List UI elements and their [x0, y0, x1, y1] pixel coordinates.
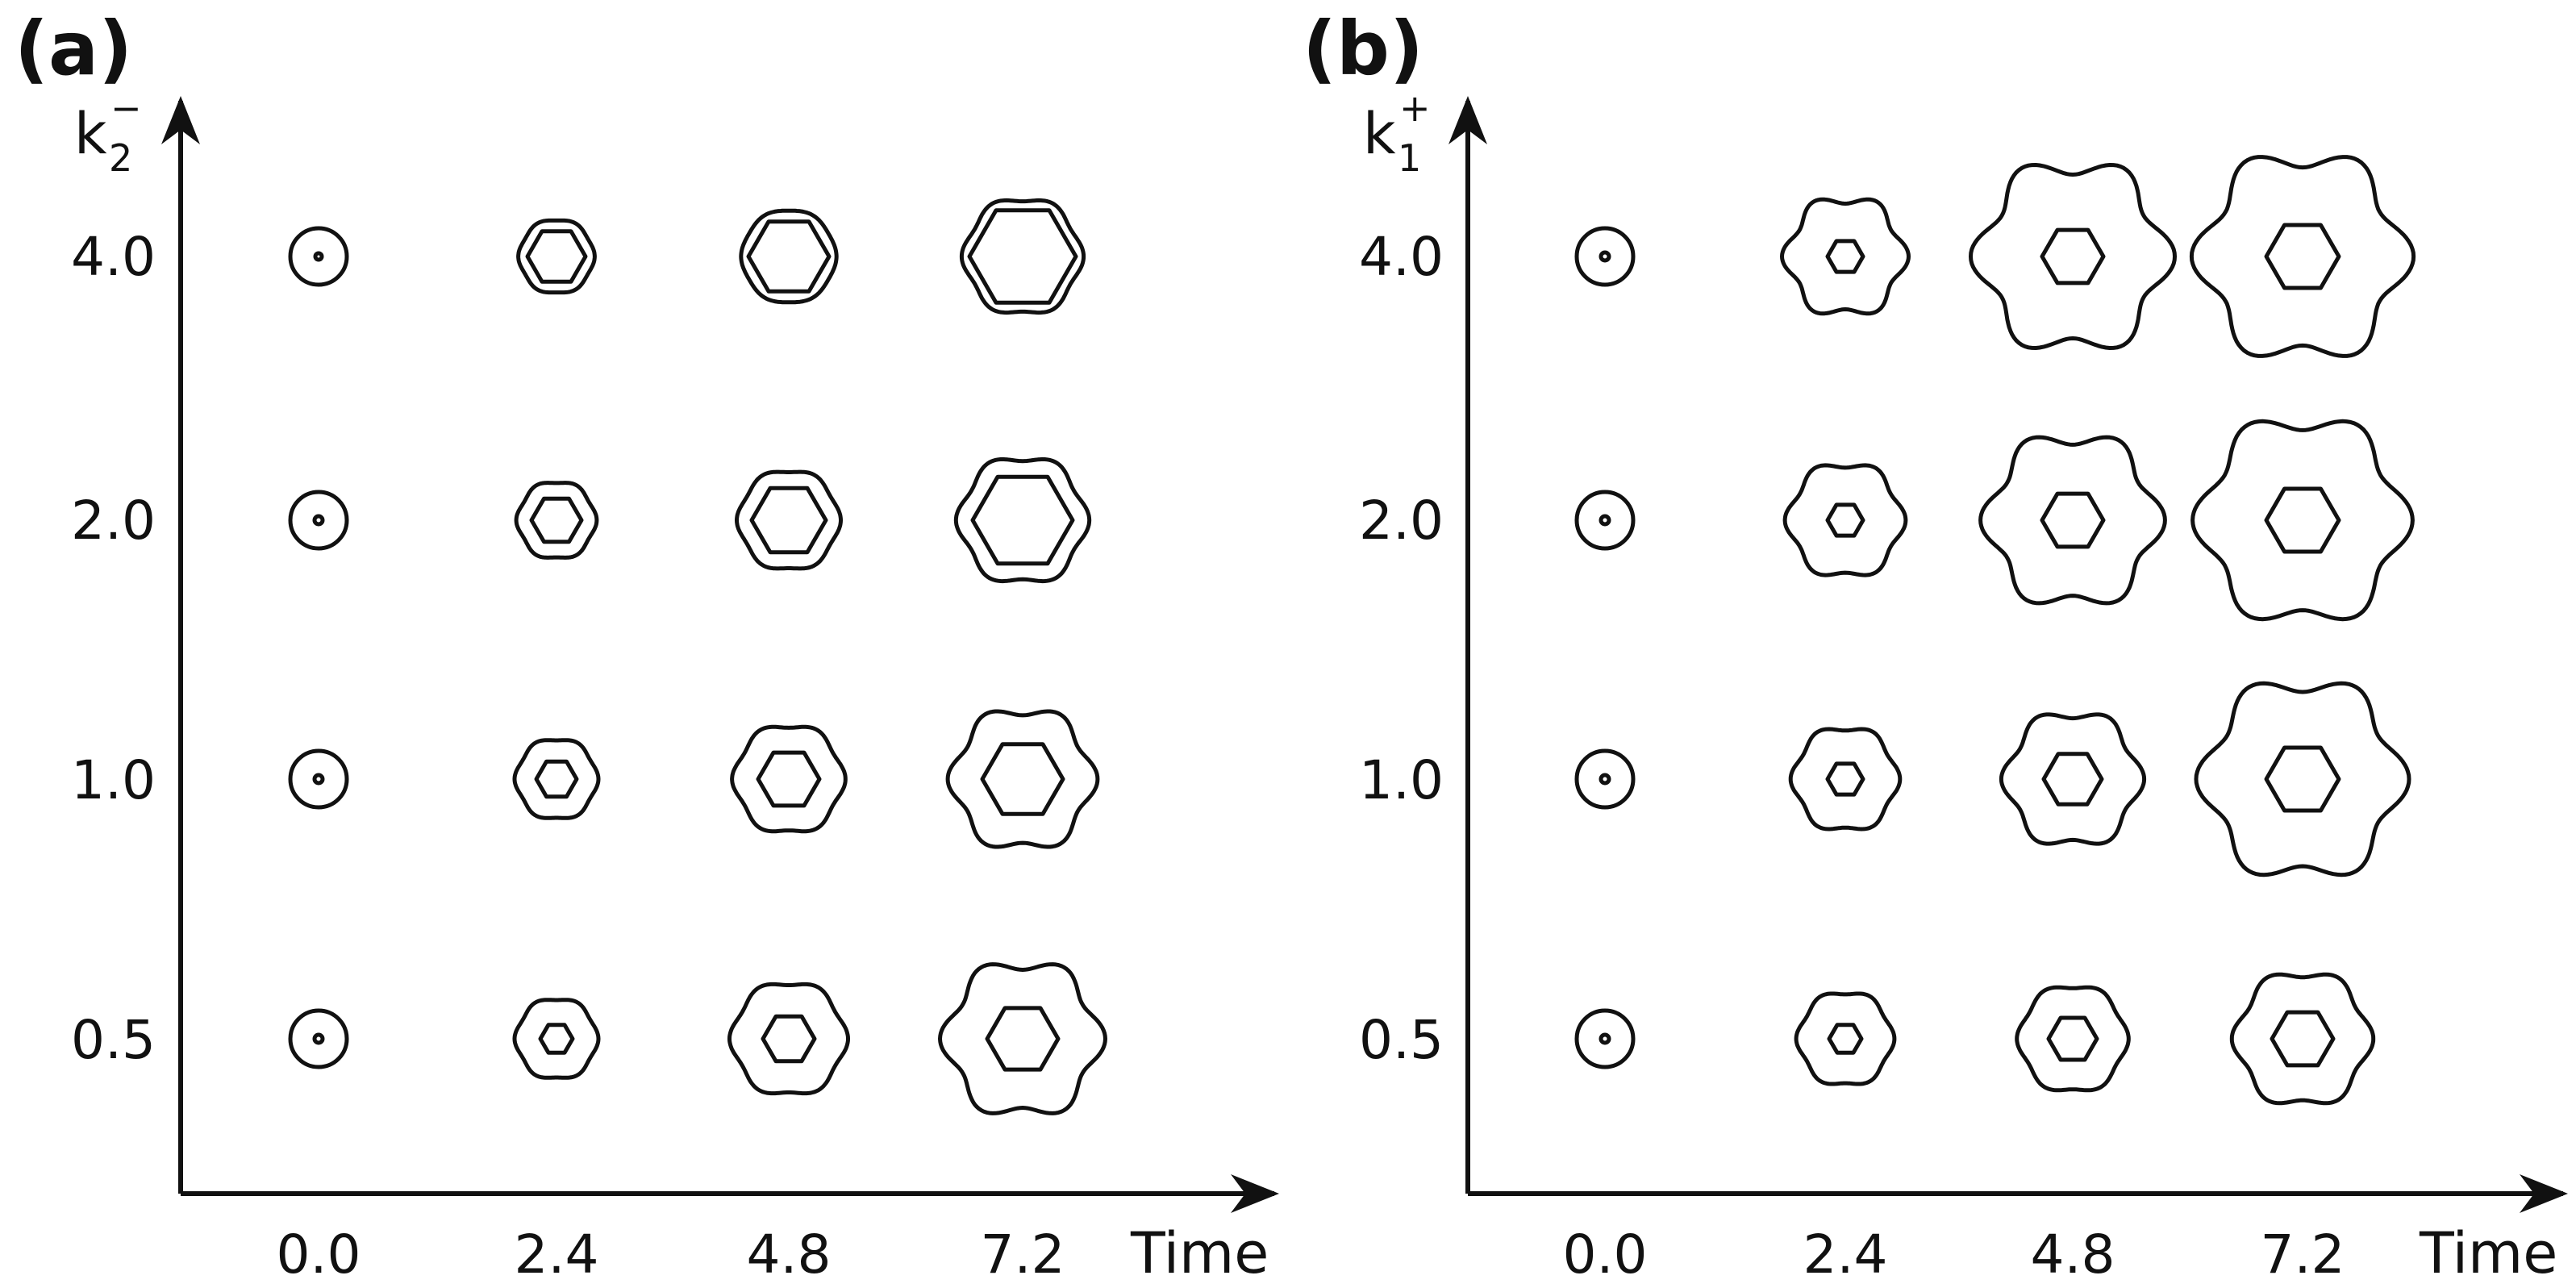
panel-a-time-tick: 4.8 — [747, 1223, 832, 1286]
panel-a-outer-contour — [288, 1008, 349, 1069]
panel-a-contours — [288, 198, 1107, 1115]
panel-a-outer-contour — [730, 724, 848, 834]
panel-a-time-tick: 7.2 — [981, 1223, 1065, 1286]
panel-b-inner-contour — [1825, 502, 1865, 538]
panel-a-inner-contour — [746, 219, 832, 294]
panel-a-inner-contour — [980, 742, 1065, 816]
panel-a-y-axis-symbol: k — [74, 101, 107, 167]
panel-b-inner-contour — [1825, 239, 1865, 274]
panel-a-param-tick: 1.0 — [71, 749, 156, 811]
panel-b-outer-contour — [2015, 985, 2131, 1093]
panel-a-inner-contour — [312, 773, 325, 786]
panel-b-inner-contour — [1825, 761, 1865, 797]
panel-a-time-tick: 2.4 — [515, 1223, 599, 1286]
panel-a-inner-contour — [967, 208, 1078, 305]
panel-b-x-axis-label: Time — [2419, 1220, 2557, 1286]
panel-a-inner-contour — [312, 514, 325, 527]
panel-a-outer-contour — [959, 198, 1086, 315]
panel-a-outer-contour — [288, 490, 349, 551]
panel-b-inner-contour — [1599, 250, 1611, 263]
panel-b-outer-contour — [1574, 748, 1636, 810]
panel-b-outer-contour — [2189, 155, 2416, 358]
panel-b-outer-contour — [1574, 1008, 1636, 1069]
panel-a-inner-contour — [529, 496, 584, 544]
panel-b-inner-contour — [1599, 773, 1611, 786]
panel-b-label: (b) — [1303, 6, 1423, 92]
panel-a-time-tick: 0.0 — [277, 1223, 361, 1286]
panel-b: (b) k 1 + Time 0.0 2.4 4.8 7.2 4.0 2.0 1… — [1303, 6, 2568, 1286]
panel-a-param-tick: 0.5 — [71, 1009, 156, 1071]
panel-a: (a) k 2 − Time 0.0 2.4 4.8 7.2 4.0 2.0 1… — [15, 6, 1279, 1286]
panel-a-x-axis-label: Time — [1130, 1220, 1269, 1286]
panel-b-param-tick: 0.5 — [1359, 1009, 1444, 1071]
panel-a-inner-contour — [756, 750, 822, 808]
panel-b-inner-contour — [2264, 745, 2341, 813]
panel-a-inner-contour — [970, 474, 1075, 566]
panel-b-y-axis-symbol: k — [1363, 101, 1396, 167]
panel-a-outer-contour — [512, 738, 601, 820]
panel-a-outer-contour — [938, 962, 1107, 1115]
panel-a-inner-contour — [985, 1006, 1061, 1072]
panel-a-inner-contour — [534, 759, 579, 799]
panel-b-outer-contour — [1978, 435, 2167, 606]
panel-b-outer-contour — [2190, 419, 2415, 622]
panel-b-outer-contour — [2229, 972, 2376, 1106]
panel-a-outer-contour — [953, 456, 1092, 584]
panel-b-param-tick: 1.0 — [1359, 749, 1444, 811]
panel-b-inner-contour — [2040, 491, 2106, 549]
panel-b-outer-contour — [1780, 197, 1911, 316]
panel-b-time-tick: 7.2 — [2261, 1223, 2345, 1286]
panel-b-inner-contour — [2040, 227, 2106, 286]
panel-a-outer-contour — [735, 469, 843, 571]
panel-a-inner-contour — [761, 1014, 817, 1064]
panel-a-inner-contour — [312, 1032, 325, 1045]
panel-a-outer-contour — [945, 709, 1100, 849]
panel-a-y-axis-subscript: 2 — [109, 136, 132, 180]
panel-a-outer-contour — [516, 218, 597, 295]
panel-b-outer-contour — [1782, 463, 1908, 577]
panel-b-outer-contour — [1574, 490, 1636, 551]
panel-b-time-tick: 2.4 — [1803, 1223, 1888, 1286]
panel-b-inner-contour — [1599, 1032, 1611, 1045]
panel-a-outer-contour — [727, 982, 850, 1096]
panel-b-outer-contour — [1969, 163, 2177, 350]
panel-a-outer-contour — [512, 998, 601, 1080]
panel-b-outer-contour — [1999, 712, 2147, 846]
panel-b-param-tick: 4.0 — [1359, 226, 1444, 288]
panel-b-outer-contour — [1794, 991, 1897, 1086]
panel-a-label: (a) — [15, 6, 132, 92]
panel-a-outer-contour — [288, 748, 349, 810]
panel-a-outer-contour — [288, 226, 349, 287]
panel-a-y-axis-superscript: − — [110, 86, 142, 130]
panel-b-time-tick: 0.0 — [1563, 1223, 1648, 1286]
panel-b-outer-contour — [2194, 681, 2411, 877]
panel-b-contours — [1574, 155, 2416, 1106]
panel-b-outer-contour — [1788, 727, 1903, 832]
panel-b-inner-contour — [2270, 1010, 2336, 1068]
panel-b-time-tick: 4.8 — [2031, 1223, 2115, 1286]
panel-a-outer-contour — [739, 208, 839, 305]
panel-a-param-tick: 4.0 — [71, 226, 156, 288]
panel-b-inner-contour — [1599, 514, 1611, 527]
panel-a-inner-contour — [313, 251, 324, 262]
panel-a-param-tick: 2.0 — [71, 490, 156, 552]
panel-b-inner-contour — [2041, 752, 2104, 807]
panel-a-inner-contour — [538, 1023, 575, 1055]
panel-b-y-axis-subscript: 1 — [1398, 136, 1421, 180]
panel-a-inner-contour — [525, 229, 588, 284]
panel-b-inner-contour — [2264, 486, 2341, 554]
panel-a-outer-contour — [514, 481, 599, 560]
panel-b-outer-contour — [1574, 226, 1636, 287]
panel-b-y-axis-superscript: + — [1399, 86, 1431, 130]
panel-a-inner-contour — [749, 486, 828, 555]
panel-b-param-tick: 2.0 — [1359, 490, 1444, 552]
panel-b-inner-contour — [1827, 1023, 1864, 1055]
panel-b-inner-contour — [2264, 223, 2341, 290]
panel-b-inner-contour — [2046, 1015, 2099, 1062]
